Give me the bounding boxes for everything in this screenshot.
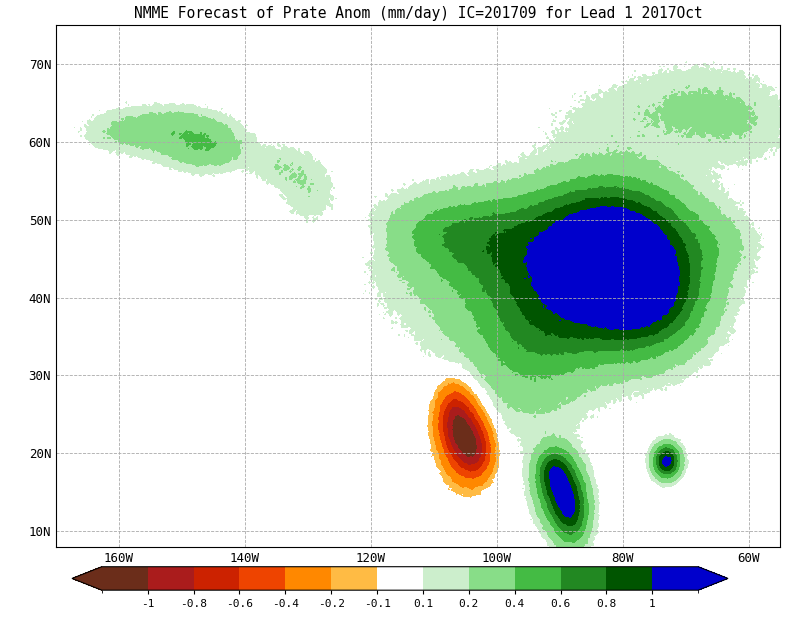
PathPatch shape — [698, 567, 728, 590]
PathPatch shape — [72, 567, 102, 590]
Title: NMME Forecast of Prate Anom (mm/day) IC=201709 for Lead 1 2017Oct: NMME Forecast of Prate Anom (mm/day) IC=… — [134, 6, 702, 21]
